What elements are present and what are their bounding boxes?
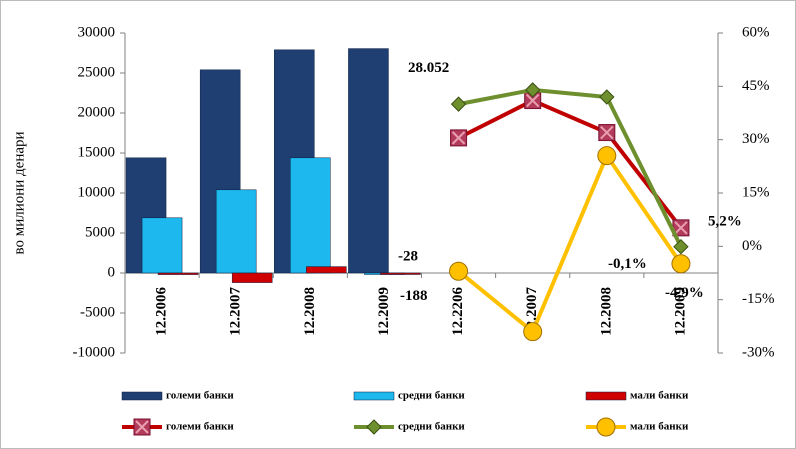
- line: [458, 87, 683, 248]
- y-tick-label: 25000: [78, 64, 116, 80]
- line-marker: [523, 322, 543, 342]
- y-tick-label: 0: [108, 264, 116, 280]
- y2-tick-label: 45%: [742, 78, 770, 94]
- legend-label: средни банки: [398, 390, 465, 402]
- data-label: -0,1%: [608, 256, 647, 272]
- bar: [290, 157, 331, 274]
- legend-swatch: [585, 391, 627, 401]
- data-label: 5,2%: [708, 213, 742, 229]
- bar: [141, 217, 183, 274]
- x-tick-label: 12.2007: [228, 287, 244, 336]
- line: [457, 151, 683, 335]
- data-label: -188: [400, 288, 428, 304]
- x-tick-label: 12.2008: [598, 287, 614, 336]
- x-tick-label: 12.2206: [450, 287, 466, 336]
- bar: [157, 272, 199, 275]
- bar: [215, 189, 257, 274]
- y-tick-label: 10000: [78, 184, 116, 200]
- bar: [380, 272, 421, 275]
- line-marker: [524, 82, 541, 98]
- x-tick-label: 12.2009: [376, 287, 392, 336]
- line-marker: [597, 146, 617, 166]
- line-marker: [449, 261, 469, 281]
- bar: [231, 272, 273, 283]
- legend-label: мали банки: [630, 421, 689, 433]
- y2-tick-label: 60%: [742, 24, 770, 40]
- y2-tick-label: 15%: [742, 184, 770, 200]
- y-tick-label: 30000: [78, 24, 116, 40]
- bar: [306, 266, 347, 274]
- legend-swatch: [353, 391, 395, 401]
- y-tick-label: 5000: [85, 224, 115, 240]
- legend-marker: [366, 419, 382, 435]
- y-tick-label: -5000: [80, 304, 115, 320]
- line-marker-cross: [600, 125, 614, 140]
- y2-tick-label: 30%: [742, 131, 770, 147]
- line-marker-cross: [674, 221, 688, 235]
- y-tick-label: 15000: [78, 144, 116, 160]
- legend-marker: [596, 417, 616, 437]
- legend-marker-cross: [135, 420, 149, 434]
- legend-label: големи банки: [166, 421, 234, 433]
- legend-label: големи банки: [166, 390, 234, 402]
- line-marker: [450, 96, 467, 112]
- line-marker: [671, 254, 691, 274]
- x-tick-label: 12.2009: [672, 287, 688, 336]
- y-tick-label: 20000: [78, 104, 116, 120]
- line-marker-cross: [525, 93, 540, 108]
- legend-swatch: [121, 391, 163, 401]
- data-label: -28: [398, 249, 418, 265]
- line: [457, 98, 683, 230]
- x-tick-label: 12.2006: [154, 287, 170, 336]
- line-marker-cross: [451, 131, 466, 145]
- data-label: 28.052: [408, 60, 449, 76]
- legend-label: средни банки: [398, 421, 465, 433]
- y2-tick-label: -30%: [742, 344, 775, 360]
- y-axis-label: во милиони денари: [11, 131, 27, 254]
- y-tick-label: -10000: [73, 344, 116, 360]
- data-label: -4,9%: [665, 285, 704, 301]
- line-marker: [673, 238, 689, 255]
- bar: [348, 48, 389, 274]
- x-tick-label: 12.2008: [302, 287, 318, 336]
- y2-tick-label: -15%: [742, 291, 775, 307]
- legend-label: мали банки: [630, 390, 689, 402]
- y2-tick-label: 0%: [742, 238, 762, 254]
- line-marker: [599, 89, 615, 105]
